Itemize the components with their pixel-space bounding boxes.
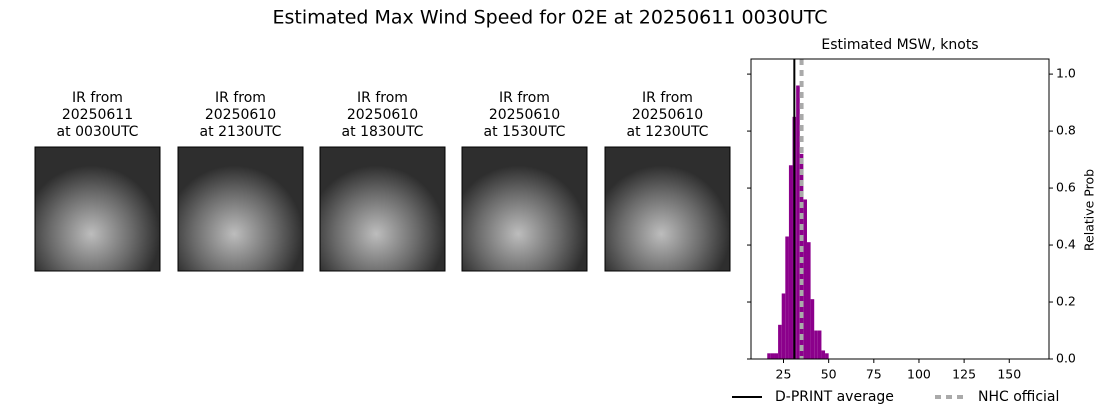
- bar: [814, 330, 818, 359]
- bar: [778, 324, 782, 359]
- panel-label: IR from: [72, 90, 123, 106]
- ir-image: [34, 146, 161, 272]
- bar: [767, 353, 771, 359]
- ir-image: [319, 146, 446, 272]
- panel-label: IR from: [215, 90, 266, 106]
- y-axis-label: Relative Prob: [1082, 169, 1097, 251]
- panel-label: IR from: [357, 90, 408, 106]
- y-tick-label: 0.0: [1056, 351, 1076, 366]
- ir-image: [604, 146, 731, 272]
- panel-label: 20250610: [347, 107, 418, 123]
- ir-image: [461, 146, 588, 272]
- x-tick-label: 150: [997, 367, 1021, 382]
- bar: [774, 353, 779, 359]
- panel-label: at 1830UTC: [342, 124, 424, 140]
- x-tick-label: 100: [907, 367, 931, 382]
- bar: [825, 353, 829, 359]
- chart-title: Estimated MSW, knots: [821, 37, 978, 53]
- panel-label: 20250610: [632, 107, 703, 123]
- bar: [785, 236, 789, 359]
- y-tick-label: 0.8: [1056, 123, 1076, 138]
- panel-label: 20250611: [62, 107, 133, 123]
- legend-label: NHC official: [978, 389, 1059, 405]
- y-tick-label: 0.4: [1056, 237, 1076, 252]
- panel-label: 20250610: [205, 107, 276, 123]
- panel-label: at 1230UTC: [627, 124, 709, 140]
- bar: [803, 199, 807, 359]
- panel-label: IR from: [499, 90, 550, 106]
- figure-title: Estimated Max Wind Speed for 02E at 2025…: [272, 7, 827, 29]
- plot-frame: [750, 58, 1050, 360]
- bar: [781, 293, 786, 359]
- bar: [810, 299, 815, 359]
- panel-label: IR from: [642, 90, 693, 106]
- bar: [806, 242, 811, 359]
- x-tick-label: 75: [866, 367, 882, 382]
- x-tick-label: 50: [821, 367, 837, 382]
- panel-label: at 0030UTC: [57, 124, 139, 140]
- bar: [799, 153, 804, 359]
- panel-label: at 2130UTC: [200, 124, 282, 140]
- bar: [770, 353, 775, 359]
- bar: [817, 330, 822, 359]
- x-tick-label: 125: [952, 367, 976, 382]
- bar: [788, 165, 793, 359]
- panel-label: 20250610: [489, 107, 560, 123]
- bar: [796, 85, 800, 359]
- y-tick-label: 1.0: [1056, 66, 1076, 81]
- ir-image: [177, 146, 304, 272]
- legend-label: D-PRINT average: [775, 389, 894, 405]
- y-tick-label: 0.2: [1056, 294, 1076, 309]
- y-tick-label: 0.6: [1056, 180, 1076, 195]
- bar: [821, 350, 826, 359]
- x-tick-label: 25: [776, 367, 792, 382]
- panel-label: at 1530UTC: [484, 124, 566, 140]
